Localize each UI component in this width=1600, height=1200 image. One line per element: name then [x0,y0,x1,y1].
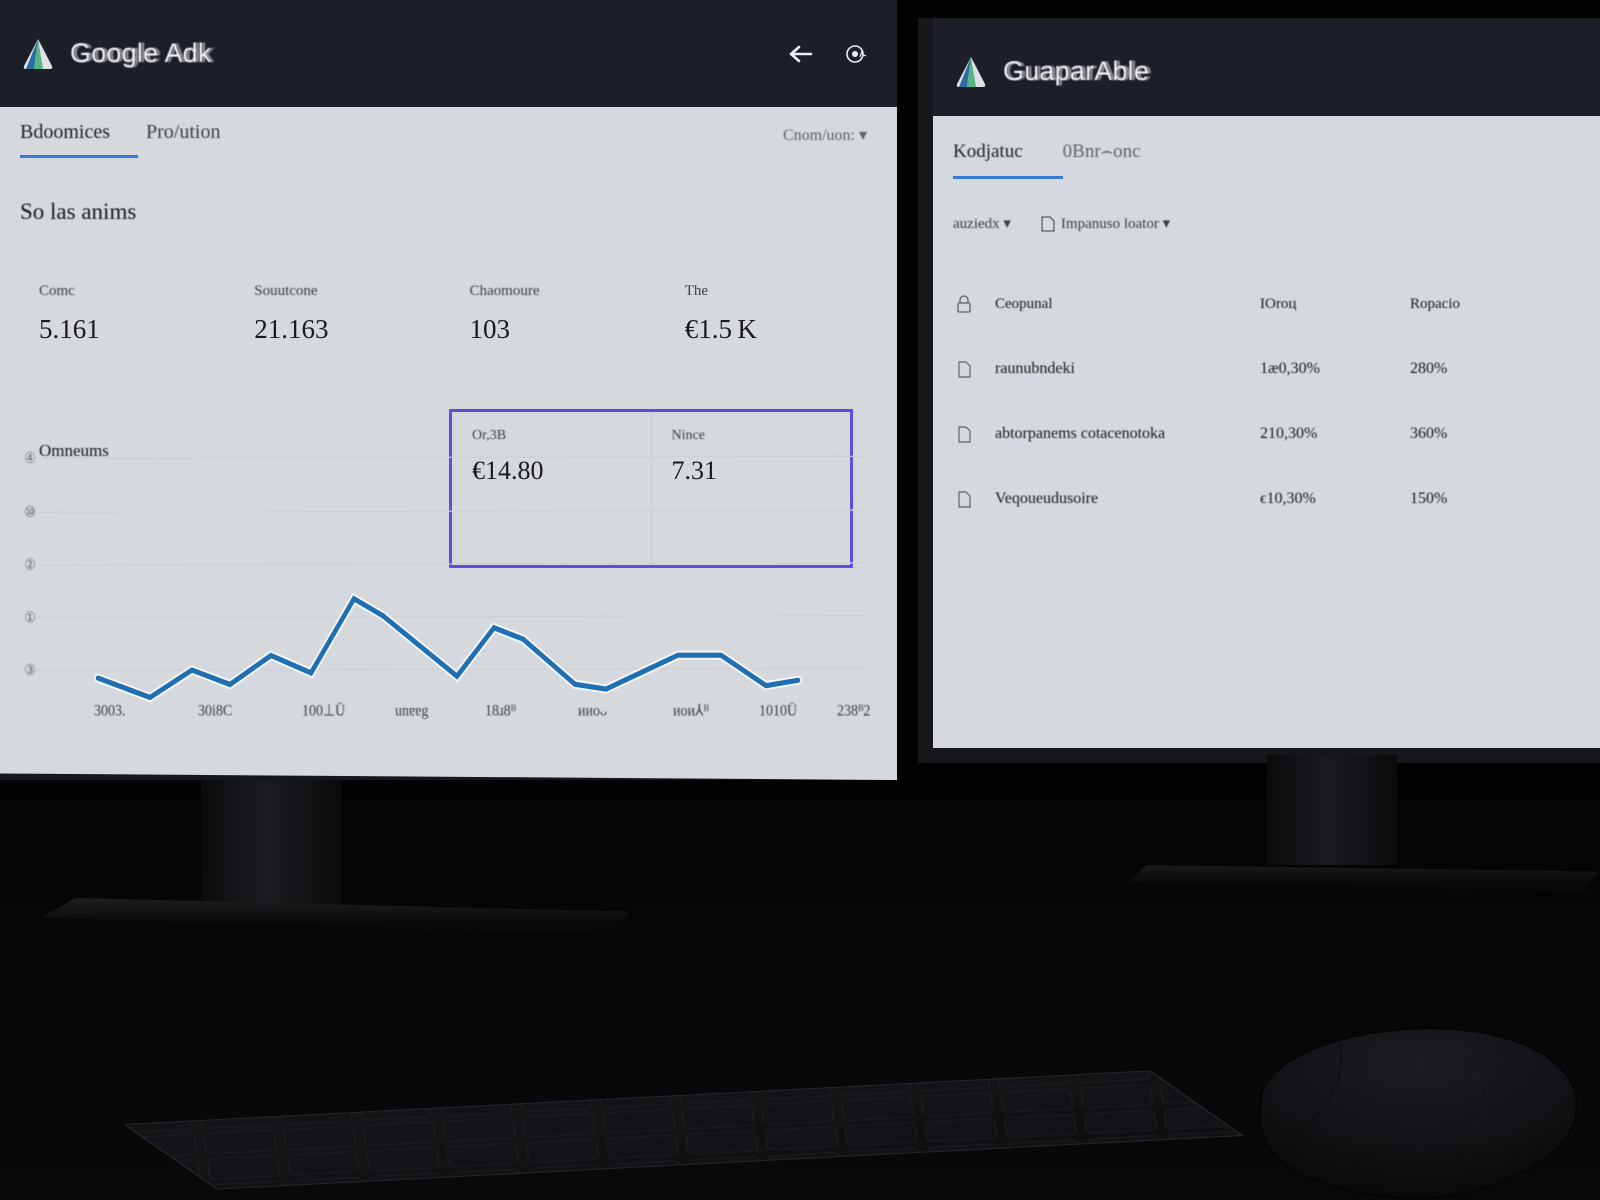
svg-text:④: ④ [24,449,36,466]
svg-text:100⊥Ü: 100⊥Ü [302,701,345,719]
svg-text:3003.: 3003. [94,703,125,720]
svg-text:30i8C: 30i8C [198,703,232,720]
svg-text:ᴎoᴎ⅄ᴮ: ᴎoᴎ⅄ᴮ [673,703,709,720]
svg-text:②: ② [24,556,36,573]
svg-text:238ᴮ2: 238ᴮ2 [837,703,870,720]
svg-text:ᴎᴎᴏᴗ: ᴎᴎᴏᴗ [578,703,607,720]
svg-text:③: ③ [24,661,36,678]
svg-text:18ɹ8ᴮ: 18ɹ8ᴮ [485,703,516,720]
svg-text:①: ① [24,609,36,626]
svg-text:unɐɐg: unɐɐg [395,703,429,720]
svg-text:⑩: ⑩ [24,503,36,520]
svg-text:1010Ü: 1010Ü [759,701,797,719]
